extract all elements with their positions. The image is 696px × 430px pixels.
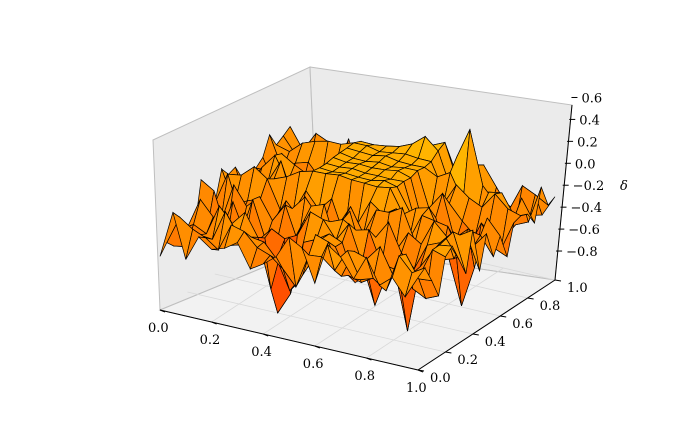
x-axis-ticks: 0.0 0.2 0.4 0.6 0.8 1.0 xyxy=(148,309,427,396)
y-tick-mark xyxy=(417,369,425,372)
grid-line xyxy=(187,291,446,353)
x-tick-label: 0.4 xyxy=(251,345,272,360)
z-tick-label: −0.6 xyxy=(568,223,600,238)
z-axis-ticks: −0.8 −0.6 −0.4 −0.2 0.0 0.2 0.4 0.6 xyxy=(556,91,604,260)
z-tick-label: −0.2 xyxy=(573,179,605,194)
x-tick-label: 0.8 xyxy=(354,369,375,384)
x-tick-label: 0.0 xyxy=(148,321,169,336)
z-axis-label: δ xyxy=(620,179,628,194)
x-tick-label: 1.0 xyxy=(406,381,427,396)
y-tick-label: 0.6 xyxy=(512,317,533,332)
grid-line xyxy=(366,267,504,359)
y-tick-mark xyxy=(472,333,479,336)
y-tick-label: 0.0 xyxy=(430,371,451,386)
x-tick-label: 0.2 xyxy=(200,333,221,348)
y-tick-label: 0.4 xyxy=(485,335,506,350)
x-tick-mark xyxy=(211,321,217,325)
grid-line xyxy=(214,273,473,335)
x-tick-mark xyxy=(366,357,372,361)
z-tick-label: 0.4 xyxy=(579,113,600,128)
x-tick-mark xyxy=(314,345,320,349)
y-axis-ticks: 0.0 0.2 0.4 0.6 0.8 1.0 xyxy=(417,279,588,386)
y-tick-label: 1.0 xyxy=(567,281,588,296)
surface xyxy=(159,125,556,332)
z-tick-label: −0.4 xyxy=(570,201,602,216)
z-tick-label: 0.6 xyxy=(581,91,602,106)
y-tick-label: 0.2 xyxy=(457,353,478,368)
x-axis-line xyxy=(159,309,419,371)
y-tick-mark xyxy=(500,315,507,318)
surface-facet xyxy=(404,267,426,298)
x-tick-label: 0.6 xyxy=(303,357,324,372)
z-tick-label: 0.0 xyxy=(575,157,596,172)
x-tick-mark xyxy=(159,309,166,313)
y-tick-label: 0.8 xyxy=(540,299,561,314)
y-tick-mark xyxy=(445,351,452,354)
z-tick-label: 0.2 xyxy=(577,135,598,150)
y-tick-mark xyxy=(554,279,562,282)
y-axis-line xyxy=(417,279,556,371)
x-tick-mark xyxy=(263,333,269,337)
z-tick-label: −0.8 xyxy=(566,245,598,260)
y-tick-mark xyxy=(527,297,534,300)
